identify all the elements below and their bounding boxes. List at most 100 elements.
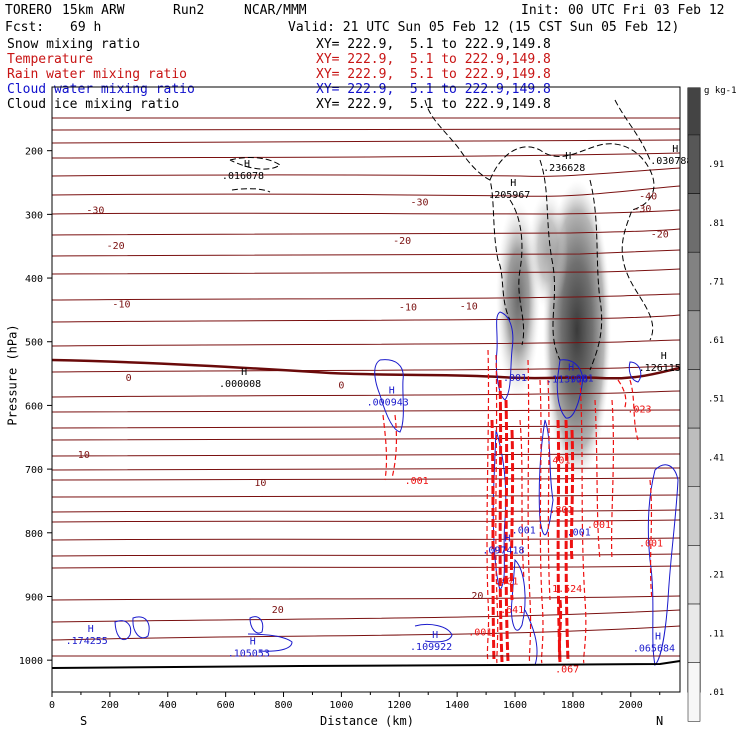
colorbar-swatch: [687, 369, 701, 429]
run-label: Run2: [173, 3, 205, 18]
cloud-water-contours: [114, 311, 679, 667]
temperature-label: 0: [126, 373, 132, 384]
y-tick-label: 200: [25, 147, 43, 158]
colorbar-swatch: [687, 545, 701, 605]
colorbar-label: .71: [708, 277, 724, 287]
snow-shading: [496, 180, 611, 480]
org-label: NCAR/MMM: [244, 3, 307, 18]
max-value: .016078: [222, 171, 264, 182]
x-tick-label: 1400: [445, 700, 469, 711]
x-tick-label: 200: [101, 700, 119, 711]
south-label: S: [80, 714, 88, 728]
max-value: .109922: [410, 642, 452, 653]
x-tick-label: 400: [159, 700, 177, 711]
rain-label: .001: [405, 476, 429, 487]
max-value: .030788: [650, 156, 692, 167]
y-tick-label: 500: [25, 338, 43, 349]
field-xy: XY= 222.9, 5.1 to 222.9,149.8: [316, 82, 551, 97]
colorbar-label: .01: [708, 688, 724, 698]
field-xy: XY= 222.9, 5.1 to 222.9,149.8: [316, 97, 551, 112]
x-tick-label: 2000: [619, 700, 643, 711]
y-axis: 200 300 400 500 600 700 800 900 1000: [19, 147, 52, 667]
y-tick-label: 1000: [19, 656, 43, 667]
max-marker: H: [510, 178, 516, 189]
colorbar-label: .31: [708, 512, 724, 522]
x-axis: 0 200 400 600 800 1000 1200 1400 1600 1800 2000: [49, 692, 661, 711]
cloud-water-label: .001: [512, 526, 536, 537]
terrain-line: [51, 660, 681, 669]
colorbar-swatch: [687, 251, 701, 312]
colorbar-swatch: [687, 193, 701, 253]
fcst-value: 69 h: [70, 20, 102, 35]
x-tick-label: 600: [217, 700, 235, 711]
x-tick-label: 1200: [387, 700, 411, 711]
x-tick-label: 1000: [329, 700, 353, 711]
rain-label: .401: [546, 456, 570, 467]
max-marker: H: [655, 631, 661, 642]
cloud-ice-contours: [229, 99, 655, 371]
cloud-water-label: .001: [570, 373, 594, 384]
temperature-label: -10: [399, 303, 417, 314]
colorbar-label: .51: [708, 395, 724, 405]
x-tick-label: 1800: [561, 700, 585, 711]
field-xy: XY= 222.9, 5.1 to 222.9,149.8: [316, 67, 551, 82]
model-name: TORERO: [5, 3, 52, 18]
colorbar-swatch: [687, 310, 701, 370]
temperature-label: -20: [107, 241, 125, 252]
temperature-label: -30: [411, 198, 429, 209]
max-marker: H: [672, 144, 678, 155]
field-name: Cloud ice mixing ratio: [7, 97, 180, 112]
max-value: .236628: [543, 163, 585, 174]
max-value: .000943: [367, 398, 409, 409]
max-value: .113936: [546, 375, 588, 386]
x-tick-label: 0: [49, 700, 55, 711]
field-xy: XY= 222.9, 5.1 to 222.9,149.8: [316, 37, 551, 52]
colorbar-swatch: [687, 486, 701, 546]
rain-label: .641: [500, 605, 524, 616]
rain-label: .801: [549, 505, 573, 516]
maxima-labels: H.016078H.236628H.030788H.205967H.126115…: [66, 144, 693, 659]
colorbar-swatch: [687, 134, 701, 194]
temperature-label: 0: [338, 380, 344, 391]
temperature-label: -40: [639, 191, 657, 202]
colorbar-label: .91: [708, 160, 724, 170]
max-value: .000008: [219, 379, 261, 390]
temperature-label: 10: [78, 450, 90, 461]
y-tick-label: 600: [25, 401, 43, 412]
max-value: .105053: [228, 649, 270, 660]
y-tick-label: 400: [25, 274, 43, 285]
max-value: .174255: [66, 636, 108, 647]
resolution-label: 15km ARW: [62, 3, 125, 18]
x-tick-label: 800: [274, 700, 292, 711]
rain-label: .001: [639, 538, 663, 549]
field-name: Cloud water mixing ratio: [7, 82, 195, 97]
rain-water-core-contours: [490, 379, 575, 663]
x-tick-label: 1600: [503, 700, 527, 711]
max-marker: H: [504, 533, 510, 544]
field-name: Rain water mixing ratio: [7, 67, 188, 82]
zero-degree-isotherm: [51, 358, 681, 380]
x-axis-title: Distance (km): [320, 714, 414, 728]
colorbar-unit: g kg-1: [704, 86, 737, 96]
colorbar-label: .61: [708, 336, 724, 346]
temperature-label: -20: [393, 236, 411, 247]
temperature-label: -30: [633, 204, 651, 215]
field-xy: XY= 222.9, 5.1 to 222.9,149.8: [316, 52, 551, 67]
temperature-label: 20: [272, 605, 284, 616]
max-marker: H: [389, 386, 395, 397]
field-name: Snow mixing ratio: [7, 37, 141, 52]
temperature-label: -30: [86, 205, 104, 216]
field-name: Temperature: [7, 52, 94, 67]
max-value: .126115: [639, 363, 681, 374]
north-label: N: [656, 714, 664, 728]
max-marker: H: [241, 367, 247, 378]
colorbar-swatch: [688, 88, 700, 135]
max-marker: H: [244, 159, 250, 170]
temperature-contours: [51, 117, 681, 641]
init-time: Init: 00 UTC Fri 03 Feb 12: [521, 3, 725, 18]
colorbar-label: .41: [708, 453, 724, 463]
colorbar-label: .21: [708, 571, 724, 581]
rain-water-contours: [382, 349, 653, 664]
temperature-label: 10: [254, 478, 266, 489]
